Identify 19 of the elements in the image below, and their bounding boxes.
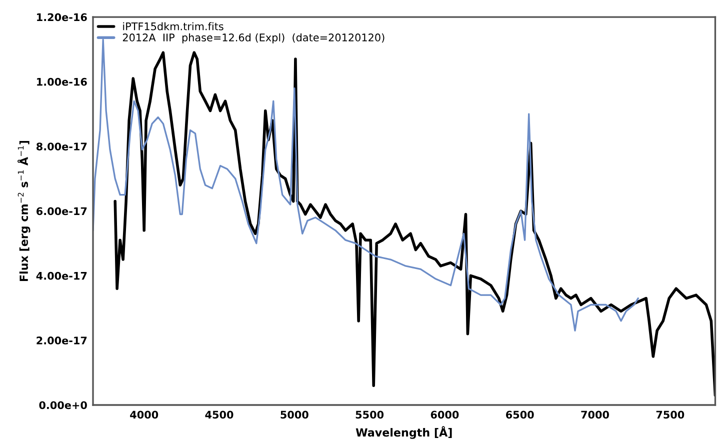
x-axis-title: Wavelength [Å] bbox=[356, 426, 452, 439]
x-tick-label: 4500 bbox=[205, 410, 234, 419]
x-tick-label: 6500 bbox=[506, 410, 534, 419]
y-axis-title: Flux [erg cm$^{−2}$ s$^{−1}$ Å$^{−1}$] bbox=[18, 140, 30, 282]
y-tick-label: 0.00e+0 bbox=[39, 401, 87, 410]
y-tick-label: 1.00e-16 bbox=[37, 78, 87, 86]
y-tick-label: 6.00e-17 bbox=[36, 207, 87, 216]
legend-label: 2012A IIP phase=12.6d (Expl) (date=20120120) bbox=[122, 33, 384, 44]
x-tick-label: 4000 bbox=[130, 410, 158, 419]
legend-label: iPTF15dkm.trim.fits bbox=[123, 22, 224, 30]
y-tick-label: 1.20e-16 bbox=[37, 13, 87, 22]
x-tick-label: 7000 bbox=[581, 410, 609, 419]
x-tick-label: 5500 bbox=[356, 410, 384, 419]
y-tick-label: 2.00e-17 bbox=[36, 336, 87, 344]
x-tick-label: 5000 bbox=[280, 410, 308, 419]
y-tick-label: 8.00e-17 bbox=[36, 142, 87, 150]
x-tick-label: 6000 bbox=[430, 410, 459, 419]
y-tick-label: 4.00e-17 bbox=[36, 272, 87, 280]
x-tick-label: 7500 bbox=[656, 410, 684, 419]
